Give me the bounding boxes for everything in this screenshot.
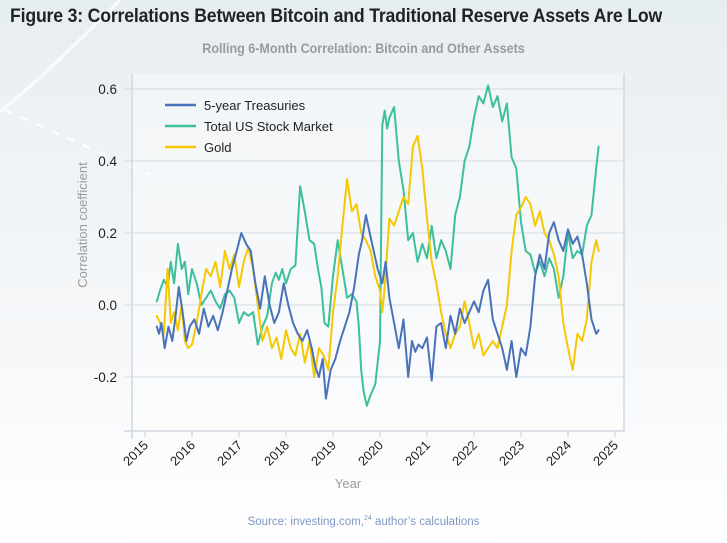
y-tick-label: 0.6 (98, 82, 117, 97)
x-tick-label: 2017 (214, 438, 245, 469)
x-tick-label: 2015 (120, 438, 151, 469)
gridlines (124, 88, 624, 378)
legend-label: 5-year Treasuries (204, 98, 306, 113)
legend: 5-year Treasuries Total US Stock Market Go… (165, 98, 333, 155)
x-tick-label: 2021 (402, 438, 433, 469)
legend-label: Total US Stock Market (204, 119, 333, 134)
x-tick-label: 2016 (167, 438, 198, 469)
x-ticks: 2015 2016 2017 2018 2019 2020 2021 2022 2023 2024… (120, 431, 621, 469)
x-tick-label: 2025 (590, 438, 621, 469)
y-tick-label: 0.4 (98, 154, 117, 169)
x-tick-label: 2023 (496, 438, 527, 469)
y-ticks: -0.2 0.0 0.2 0.4 0.6 (94, 82, 118, 385)
source-footnote-ref: 24 (363, 515, 372, 522)
plot-area (132, 74, 624, 431)
series-line-5-year-treasuries (155, 214, 600, 400)
y-tick-label: -0.2 (94, 370, 117, 385)
source-prefix: Source: investing.com, (247, 515, 364, 528)
y-tick-label: 0.0 (98, 298, 117, 313)
x-tick-label: 2019 (308, 438, 339, 469)
series-lines (155, 84, 600, 407)
x-axis-label: Year (335, 476, 362, 491)
source-note: Source: investing.com,24 author’s calcul… (0, 515, 727, 528)
series-line-gold (155, 134, 600, 378)
x-tick-label: 2020 (355, 438, 386, 469)
y-tick-label: 0.2 (98, 226, 117, 241)
legend-label: Gold (204, 140, 231, 155)
figure-title: Figure 3: Correlations Between Bitcoin a… (10, 6, 663, 27)
chart-title: Rolling 6-Month Correlation: Bitcoin and… (202, 41, 525, 56)
source-suffix: author’s calculations (371, 515, 480, 528)
x-tick-label: 2022 (449, 438, 480, 469)
x-tick-label: 2024 (543, 438, 574, 469)
x-tick-label: 2018 (261, 438, 292, 469)
y-axis-label: Correlation coefficient (75, 162, 90, 288)
